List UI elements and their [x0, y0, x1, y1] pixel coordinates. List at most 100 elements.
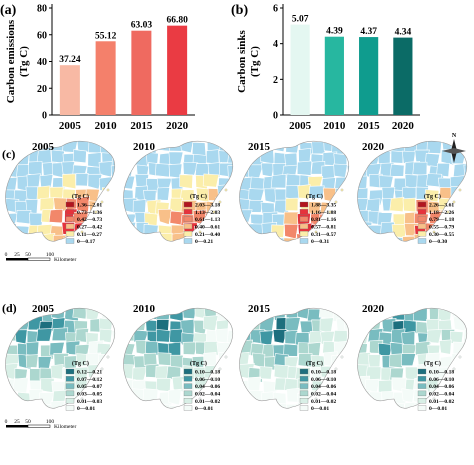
- legend-label: 0.04—0.06: [311, 384, 336, 390]
- map-region: [147, 416, 162, 431]
- map-region: [155, 163, 170, 178]
- map-region: [158, 232, 173, 242]
- map-region: [15, 403, 29, 409]
- map-region: [229, 389, 233, 406]
- map-region: [50, 400, 66, 409]
- map-region: [391, 224, 407, 238]
- map-region: [464, 173, 467, 189]
- map-region: [464, 319, 467, 334]
- map-region: [123, 364, 134, 380]
- island: [198, 230, 202, 234]
- bar-2015: [359, 37, 379, 116]
- map-region: [109, 224, 115, 240]
- map-region: [378, 402, 392, 409]
- legend-label: 0.06—0.10: [195, 377, 220, 383]
- island: [212, 377, 216, 381]
- map-region: [99, 328, 113, 344]
- map-year-label: 2020: [362, 303, 385, 315]
- sinks-map-row: (d) (Tg C) 0.12—0.210.07—0.120.05—0.07 0.03…: [2, 301, 474, 431]
- map-region: [227, 150, 233, 165]
- map-region: [381, 415, 394, 428]
- scale-bar-label: 0: [5, 419, 8, 425]
- map-region: [123, 353, 136, 368]
- legend-label: 0.06—0.10: [429, 377, 454, 383]
- map-region: [285, 403, 302, 409]
- map-region: [273, 364, 290, 380]
- map-region: [5, 391, 16, 406]
- map-region: [426, 141, 442, 154]
- legend-label: 0.10—0.18: [429, 370, 454, 376]
- map-region: [259, 330, 274, 346]
- map-region: [343, 141, 349, 153]
- map-region: [452, 341, 467, 355]
- map-region: [356, 415, 370, 428]
- legend-swatch: [417, 368, 427, 375]
- map-region: [159, 248, 173, 262]
- y-axis-label: (Tg C): [18, 46, 30, 77]
- bar-2020: [167, 25, 188, 116]
- x-tick-label: 2005: [289, 120, 312, 132]
- map-year-label: 2005: [32, 303, 55, 315]
- map-region: [343, 225, 349, 240]
- map-region: [263, 404, 278, 409]
- map-region: [463, 343, 467, 358]
- legend-label: 1.16—1.88: [311, 210, 336, 216]
- legend-swatch: [299, 405, 309, 411]
- legend-label: 2.03—3.18: [195, 203, 220, 209]
- map-region: [366, 248, 379, 262]
- legend-label: 2.26—3.61: [429, 203, 454, 209]
- map-region: [145, 246, 160, 261]
- legend-swatch: [417, 231, 427, 237]
- legend-swatch: [65, 223, 75, 230]
- map-region: [169, 405, 185, 409]
- map-region: [358, 389, 372, 405]
- map-region: [36, 185, 51, 200]
- map-region: [463, 238, 467, 242]
- map-region: [168, 415, 183, 429]
- map-outline: [123, 140, 234, 242]
- map-region: [238, 416, 251, 431]
- map-region: [111, 329, 115, 345]
- map-region: [61, 161, 75, 176]
- map-region: [156, 329, 171, 343]
- island: [198, 397, 202, 401]
- map-region: [462, 356, 467, 371]
- map-region: [99, 176, 113, 192]
- map-region: [5, 400, 19, 409]
- map-region: [229, 222, 233, 237]
- map-region: [334, 220, 349, 235]
- map-region: [122, 414, 138, 428]
- x-tick-label: 2010: [95, 120, 118, 132]
- map-region: [462, 245, 474, 261]
- x-tick-label: 2015: [130, 120, 153, 132]
- map-region: [207, 161, 222, 178]
- map-region: [389, 196, 405, 213]
- map-region: [463, 308, 467, 322]
- map-region: [236, 247, 250, 260]
- emissions-map-row: (c) (Tg C) 1.36—2.010.73—1.360.42—0.73 0.27…: [2, 133, 474, 263]
- map-region: [465, 417, 474, 431]
- x-tick-label: 2020: [166, 120, 189, 132]
- map-region: [297, 246, 313, 260]
- legend-title: (Tg C): [424, 193, 441, 200]
- map-2010: (Tg C) 2.03—3.181.13—2.030.61—1.13 0.40—0.…: [123, 140, 234, 262]
- legend-swatch: [65, 405, 75, 411]
- map-region: [98, 246, 112, 260]
- map-region: [369, 403, 383, 409]
- legend-swatch: [417, 216, 427, 222]
- map-year-label: 2010: [133, 303, 156, 315]
- map-region: [391, 402, 405, 409]
- map-region: [343, 317, 349, 331]
- map-region: [142, 388, 159, 404]
- bar-data-label: 5.07: [292, 15, 309, 25]
- legend-swatch: [299, 383, 309, 389]
- island: [340, 355, 344, 359]
- map-region: [272, 329, 288, 344]
- legend-swatch: [299, 390, 309, 397]
- panel-label: (c): [2, 147, 15, 161]
- map-region: [14, 317, 31, 332]
- map-region: [230, 413, 245, 428]
- x-tick-label: 2005: [59, 120, 82, 132]
- map-region: [352, 249, 368, 263]
- legend-swatch: [183, 209, 193, 215]
